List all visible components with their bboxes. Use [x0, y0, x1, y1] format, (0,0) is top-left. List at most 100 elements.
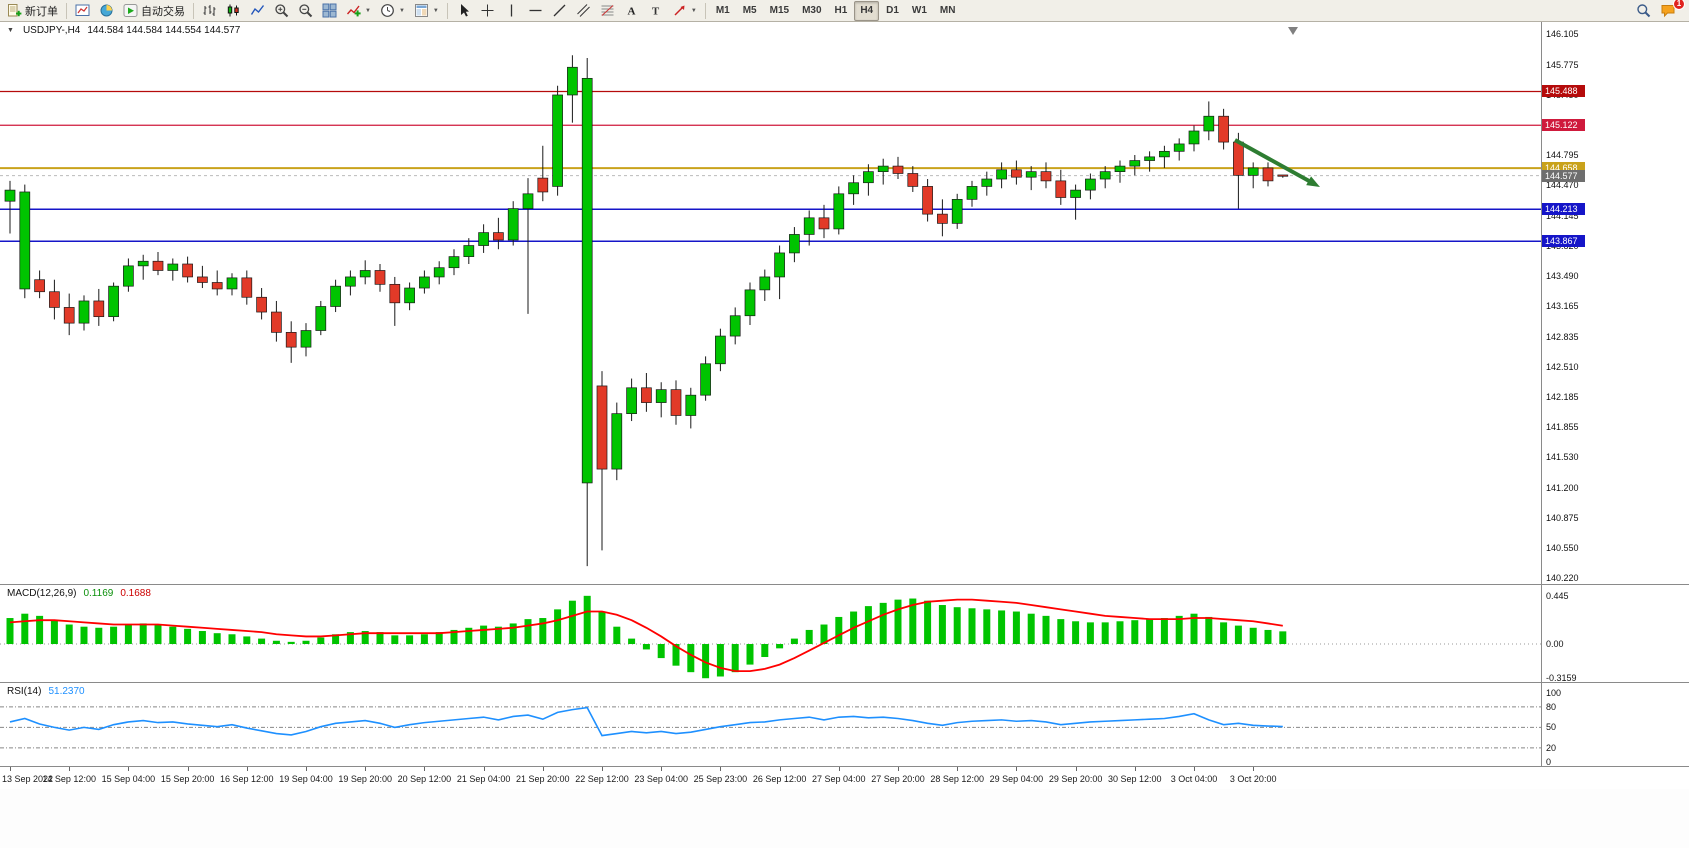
zoom-in-button[interactable] — [270, 1, 293, 21]
candle — [1055, 180, 1067, 198]
timeframe-m1-button[interactable]: M1 — [715, 5, 730, 16]
candle — [685, 394, 697, 416]
toolbar: 新订单 自动交易 — [0, 0, 1689, 22]
macd-histogram-bar — [346, 632, 354, 645]
macd-histogram-bar — [938, 605, 946, 645]
macd-axis[interactable]: 0.445 0.00 -0.3159 — [1541, 585, 1689, 683]
label-button[interactable]: T — [644, 1, 667, 21]
time-tick — [128, 767, 130, 771]
timeframe-h4-button[interactable]: H4 — [854, 0, 880, 21]
tile-windows-button[interactable] — [318, 1, 341, 21]
macd-histogram-bar — [554, 609, 562, 645]
candle — [1129, 160, 1141, 167]
notifications-button[interactable]: 1 — [1656, 0, 1685, 21]
macd-histogram-bar — [243, 636, 251, 645]
crosshair-icon — [481, 4, 494, 17]
axis-tick: 50 — [1546, 722, 1557, 733]
autotrading-button[interactable]: 自动交易 — [119, 1, 189, 21]
price-chart-canvas[interactable] — [0, 22, 1541, 585]
time-label: 30 Sep 12:00 — [1108, 774, 1162, 784]
arrows-icon — [674, 5, 685, 16]
timeframe-w1-button[interactable]: W1 — [911, 5, 927, 16]
macd-histogram-bar — [80, 626, 88, 645]
new-order-button[interactable]: 新订单 — [3, 1, 62, 21]
axis-tick: 143.165 — [1546, 301, 1579, 312]
indicators-button[interactable]: ▼ — [342, 1, 375, 21]
time-label: 27 Sep 04:00 — [812, 774, 866, 784]
candle — [433, 267, 445, 278]
trendline-button[interactable] — [548, 1, 571, 21]
timeframe-m30-button[interactable]: M30 — [802, 5, 822, 16]
macd-histogram-bar — [124, 624, 132, 645]
candle — [537, 177, 549, 193]
price-axis[interactable]: 146.105145.775145.450145.125144.795144.4… — [1541, 22, 1689, 584]
profiles-icon — [100, 4, 113, 17]
macd-histogram-bar — [1160, 618, 1168, 645]
axis-tick: 0 — [1546, 756, 1552, 767]
time-axis[interactable]: 13 Sep 2022 14 Sep 12:00 15 Sep 04:00 15 Se… — [0, 767, 1689, 789]
vertical-line-button[interactable] — [500, 1, 523, 21]
line-chart-button[interactable] — [246, 1, 269, 21]
text-button[interactable]: A — [620, 1, 643, 21]
autotrading-icon — [123, 4, 138, 17]
candlestick-chart-button[interactable] — [222, 1, 245, 21]
macd-chart-canvas[interactable] — [0, 585, 1541, 683]
macd-histogram-bar — [509, 623, 517, 645]
axis-tick: 142.510 — [1546, 361, 1579, 372]
search-button[interactable] — [1632, 1, 1655, 21]
candle — [937, 213, 948, 224]
axis-tick: 0.445 — [1546, 590, 1569, 601]
periods-button[interactable]: ▼ — [376, 1, 409, 21]
new-chart-button[interactable] — [71, 1, 94, 21]
timeframe-mn-button[interactable]: MN — [939, 5, 956, 16]
trend-arrow-annotation — [1234, 138, 1315, 185]
fibonacci-button[interactable] — [596, 1, 619, 21]
tile-windows-icon — [322, 3, 337, 18]
candle — [123, 265, 134, 287]
periods-dropdown-caret: ▼ — [398, 7, 405, 14]
one-click-trading-toggle[interactable]: ▼ — [7, 27, 14, 34]
time-label: 3 Oct 04:00 — [1170, 774, 1218, 784]
rsi-line — [9, 706, 1283, 737]
timeframe-h1-button[interactable]: H1 — [834, 5, 848, 16]
vertical-line-icon — [510, 4, 513, 17]
macd-histogram-bar — [657, 644, 665, 659]
candle — [49, 291, 60, 308]
candle — [463, 245, 475, 257]
time-tick — [365, 767, 367, 771]
timeframe-m5-button[interactable]: M5 — [742, 5, 757, 16]
templates-button[interactable]: ▼ — [410, 1, 443, 21]
macd-histogram-bar — [1220, 622, 1228, 645]
time-label: 28 Sep 12:00 — [930, 774, 984, 784]
horizontal-line-button[interactable] — [524, 1, 547, 21]
crosshair-button[interactable] — [476, 1, 499, 21]
arrows-button[interactable]: ▼ — [668, 1, 701, 21]
time-tick — [838, 767, 840, 771]
time-tick — [69, 767, 71, 771]
macd-histogram-bar — [154, 624, 162, 645]
macd-histogram-bar — [1086, 622, 1094, 645]
candle — [552, 94, 563, 187]
horizontal-line-icon — [529, 9, 542, 12]
time-label: 26 Sep 12:00 — [752, 774, 807, 784]
candle — [789, 234, 800, 254]
bar-chart-icon — [203, 5, 216, 16]
timeframe-d1-button[interactable]: D1 — [886, 5, 899, 16]
toolbar-separator — [193, 2, 194, 19]
candle — [478, 232, 489, 246]
rsi-chart-canvas[interactable] — [0, 683, 1541, 767]
timeframe-m15-button[interactable]: M15 — [769, 5, 790, 16]
candle — [108, 285, 119, 318]
zoom-out-button[interactable] — [294, 1, 317, 21]
macd-histogram-bar — [36, 615, 44, 645]
cursor-button[interactable] — [452, 1, 475, 21]
macd-histogram-bar — [376, 632, 384, 645]
channel-button[interactable] — [572, 1, 595, 21]
macd-histogram-bar — [1175, 615, 1183, 645]
candle — [655, 389, 667, 403]
profiles-button[interactable] — [95, 1, 118, 21]
rsi-axis[interactable]: 100 80 50 20 0 — [1541, 683, 1689, 767]
bar-chart-button[interactable] — [198, 1, 221, 21]
macd-histogram-bar — [894, 599, 902, 645]
ohlc-values: 144.584 144.584 144.554 144.577 — [87, 25, 241, 36]
